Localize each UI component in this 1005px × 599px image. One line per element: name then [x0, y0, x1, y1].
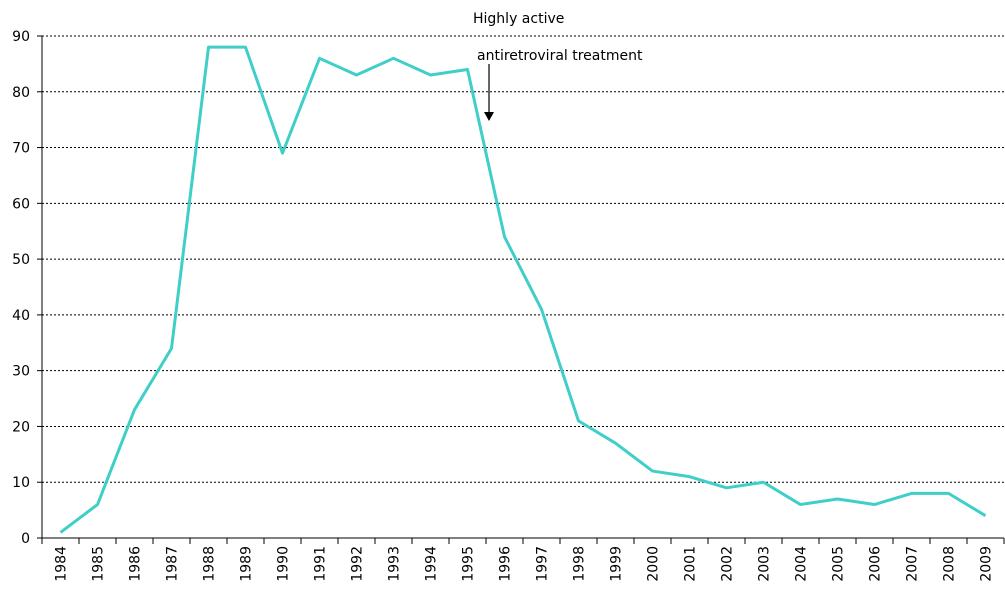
x-tick-label: 1991: [313, 546, 329, 582]
data-line: [59, 45, 987, 534]
x-tick-label: 2009: [979, 546, 995, 582]
annotation: Highly active: [473, 11, 564, 27]
y-tick-label: 30: [12, 364, 30, 380]
x-tick-label: 1992: [350, 546, 366, 582]
y-tick-label: 40: [12, 308, 30, 324]
x-tick-label: 1995: [461, 546, 477, 582]
y-tick-label: 60: [12, 196, 30, 212]
x-tick-label: 2001: [683, 546, 699, 582]
y-tick-label: 50: [12, 252, 30, 268]
x-tick-label: 1993: [387, 546, 403, 582]
x-tick-label: 1988: [202, 546, 218, 582]
x-tick-label: 2008: [942, 546, 958, 582]
x-tick-label: 2005: [831, 546, 847, 582]
x-tick-label: 1987: [165, 546, 181, 582]
x-tick-label: 1996: [498, 546, 514, 582]
y-tick-label: 70: [12, 141, 30, 157]
annotation-arrowhead: [484, 112, 494, 121]
y-tick-label: 10: [12, 475, 30, 491]
x-tick-label: 2007: [905, 546, 921, 582]
y-tick-label: 90: [12, 29, 30, 45]
y-tick-label: 80: [12, 85, 30, 101]
x-tick-label: 1985: [91, 546, 107, 582]
x-tick-label: 1989: [239, 546, 255, 582]
x-tick-label: 1990: [276, 546, 292, 582]
x-tick-label: 2002: [720, 546, 736, 582]
y-tick-label: 20: [12, 419, 30, 435]
x-tick-label: 2000: [646, 546, 662, 582]
x-tick-label: 2006: [868, 546, 884, 582]
x-tick-label: 2003: [757, 546, 773, 582]
x-tick-label: 1998: [572, 546, 588, 582]
x-tick-label: 1999: [609, 546, 625, 582]
annotation: antiretroviral treatment: [477, 48, 643, 64]
x-tick-label: 2004: [794, 546, 810, 582]
x-tick-label: 1986: [128, 546, 144, 582]
x-tick-label: 1997: [535, 546, 551, 582]
x-tick-label: 1984: [54, 546, 70, 582]
x-tick-label: 1994: [424, 546, 440, 582]
y-tick-label: 0: [21, 531, 30, 547]
